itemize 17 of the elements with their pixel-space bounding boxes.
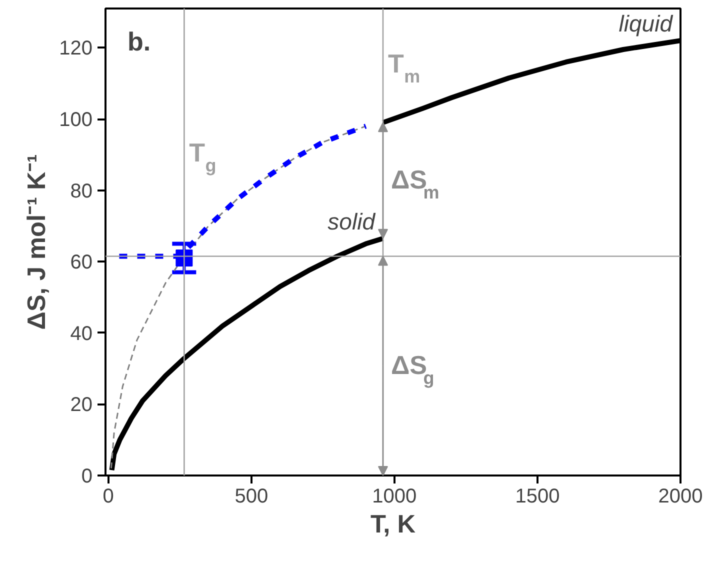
y-tick-label: 0	[81, 466, 92, 488]
y-tick-label: 60	[70, 252, 93, 274]
y-tick-label: 100	[59, 109, 93, 132]
x-tick-label: 2000	[658, 486, 703, 508]
y-tick-label: 40	[70, 322, 93, 345]
x-tick-label: 1000	[372, 486, 417, 508]
series-label: solid	[328, 208, 376, 234]
y-tick-label: 120	[59, 38, 93, 60]
series-label: liquid	[618, 10, 674, 37]
x-axis-title: T, K	[370, 510, 416, 538]
y-axis-title: ΔS, J mol⁻¹ K⁻¹	[23, 154, 52, 330]
x-tick-label: 500	[234, 486, 268, 508]
x-tick-label: 0	[102, 486, 114, 508]
y-tick-label: 20	[70, 394, 93, 416]
y-tick-label: 80	[70, 180, 93, 202]
x-tick-label: 1500	[515, 486, 560, 508]
text: b.	[128, 26, 151, 56]
